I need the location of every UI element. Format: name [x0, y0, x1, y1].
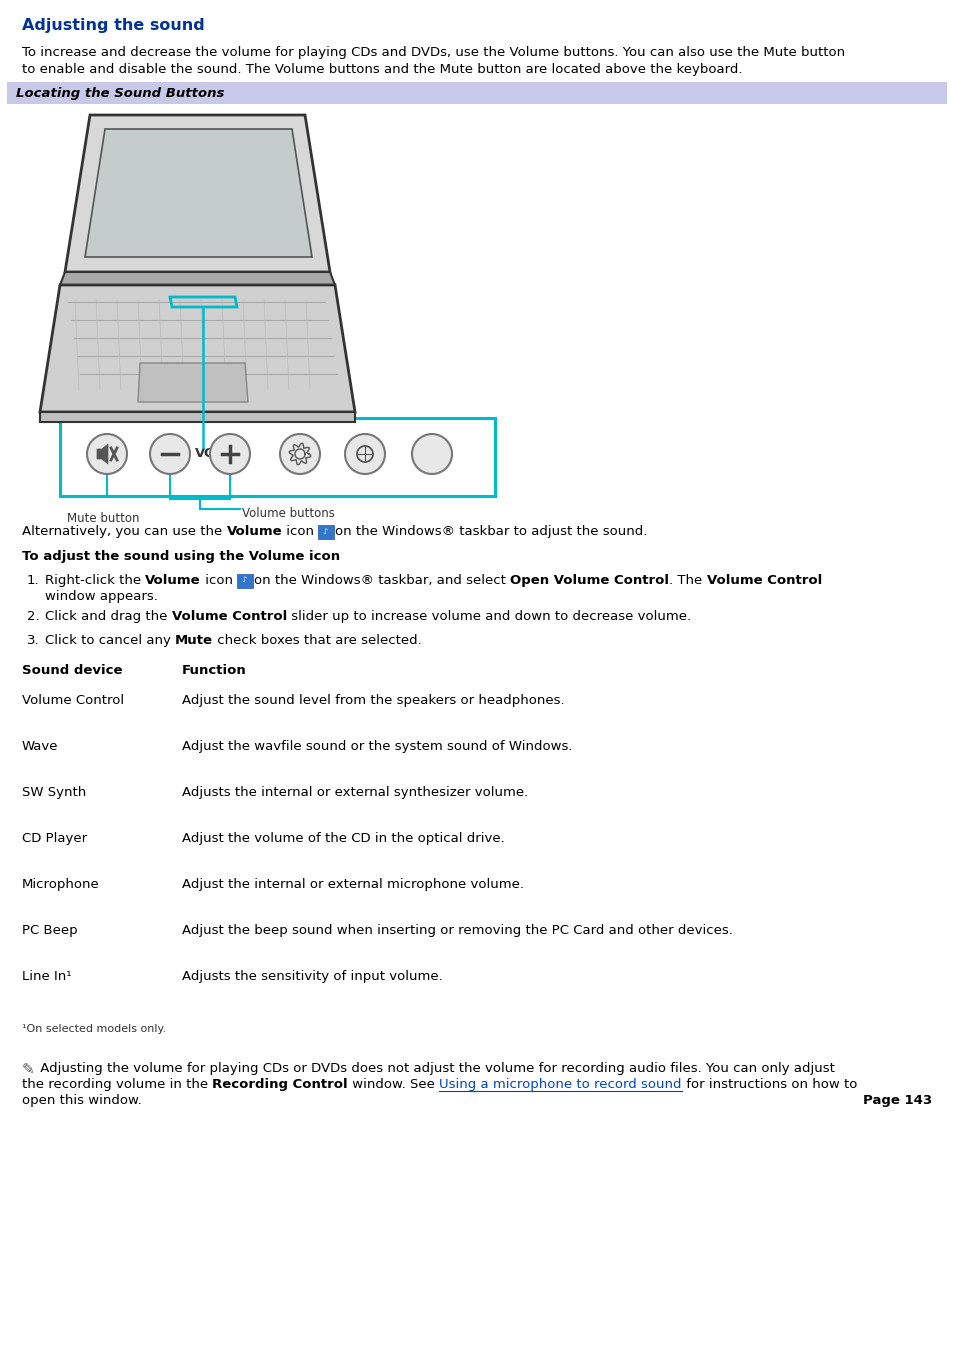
Text: icon: icon	[282, 526, 318, 538]
Text: icon: icon	[201, 574, 237, 586]
Text: Adjusts the internal or external synthesizer volume.: Adjusts the internal or external synthes…	[182, 786, 528, 798]
Polygon shape	[97, 444, 108, 463]
Text: Adjusting the sound: Adjusting the sound	[22, 18, 205, 32]
Text: Sound device: Sound device	[22, 663, 122, 677]
Text: check boxes that are selected.: check boxes that are selected.	[213, 634, 421, 647]
Text: on the Windows® taskbar, and select: on the Windows® taskbar, and select	[254, 574, 510, 586]
Circle shape	[345, 434, 385, 474]
Text: ¹On selected models only.: ¹On selected models only.	[22, 1024, 166, 1034]
Text: Page 143: Page 143	[862, 1094, 931, 1106]
Text: Locating the Sound Buttons: Locating the Sound Buttons	[16, 86, 224, 100]
Text: CD Player: CD Player	[22, 832, 87, 844]
Text: slider up to increase volume and down to decrease volume.: slider up to increase volume and down to…	[287, 611, 690, 623]
Text: Adjusts the sensitivity of input volume.: Adjusts the sensitivity of input volume.	[182, 970, 442, 984]
Text: PC Beep: PC Beep	[22, 924, 77, 938]
FancyBboxPatch shape	[317, 524, 334, 539]
Text: Adjust the sound level from the speakers or headphones.: Adjust the sound level from the speakers…	[182, 694, 564, 707]
Text: Recording Control: Recording Control	[213, 1078, 348, 1092]
Text: SW Synth: SW Synth	[22, 786, 86, 798]
Text: Mute button: Mute button	[67, 512, 139, 526]
Text: Mute: Mute	[175, 634, 213, 647]
Text: 3.: 3.	[27, 634, 40, 647]
Text: Function: Function	[182, 663, 247, 677]
Polygon shape	[60, 272, 335, 285]
Text: 2.: 2.	[27, 611, 40, 623]
Polygon shape	[138, 363, 248, 403]
Text: Click to cancel any: Click to cancel any	[45, 634, 175, 647]
Text: window. See: window. See	[348, 1078, 438, 1092]
Text: Microphone: Microphone	[22, 878, 100, 892]
Text: Adjust the wavfile sound or the system sound of Windows.: Adjust the wavfile sound or the system s…	[182, 740, 572, 753]
Text: Volume: Volume	[226, 526, 282, 538]
Text: open this window.: open this window.	[22, 1094, 142, 1106]
Circle shape	[412, 434, 452, 474]
Circle shape	[87, 434, 127, 474]
Circle shape	[280, 434, 319, 474]
Text: To increase and decrease the volume for playing CDs and DVDs, use the Volume but: To increase and decrease the volume for …	[22, 46, 844, 59]
Text: Adjusting the volume for playing CDs or DVDs does not adjust the volume for reco: Adjusting the volume for playing CDs or …	[36, 1062, 834, 1075]
Text: Volume Control: Volume Control	[706, 574, 821, 586]
Text: Volume: Volume	[145, 574, 201, 586]
Text: Volume Control: Volume Control	[172, 611, 287, 623]
Text: Adjust the volume of the CD in the optical drive.: Adjust the volume of the CD in the optic…	[182, 832, 504, 844]
Text: Volume buttons: Volume buttons	[242, 507, 335, 520]
Bar	[7, 82, 946, 104]
FancyBboxPatch shape	[60, 417, 495, 496]
Polygon shape	[85, 128, 312, 257]
Text: To adjust the sound using the Volume icon: To adjust the sound using the Volume ico…	[22, 550, 340, 563]
Circle shape	[210, 434, 250, 474]
Text: . The: . The	[669, 574, 706, 586]
Polygon shape	[40, 412, 355, 422]
Text: S1: S1	[423, 447, 440, 459]
Text: ✎: ✎	[22, 1062, 34, 1077]
Text: Open Volume Control: Open Volume Control	[510, 574, 669, 586]
FancyBboxPatch shape	[236, 574, 253, 588]
Text: to enable and disable the sound. The Volume buttons and the Mute button are loca: to enable and disable the sound. The Vol…	[22, 63, 741, 76]
Text: Line In¹: Line In¹	[22, 970, 71, 984]
Text: Click and drag the: Click and drag the	[45, 611, 172, 623]
Text: Using a microphone to record sound: Using a microphone to record sound	[438, 1078, 680, 1092]
Text: VOL: VOL	[194, 447, 225, 459]
Text: ♪: ♪	[322, 527, 328, 535]
Text: Alternatively, you can use the: Alternatively, you can use the	[22, 526, 226, 538]
Text: Adjust the internal or external microphone volume.: Adjust the internal or external micropho…	[182, 878, 523, 892]
Polygon shape	[40, 285, 355, 412]
Text: the recording volume in the: the recording volume in the	[22, 1078, 213, 1092]
Text: on the Windows® taskbar to adjust the sound.: on the Windows® taskbar to adjust the so…	[335, 526, 647, 538]
Polygon shape	[65, 115, 330, 272]
Text: Wave: Wave	[22, 740, 58, 753]
Text: for instructions on how to: for instructions on how to	[680, 1078, 856, 1092]
Text: ♪: ♪	[241, 576, 247, 585]
Text: Adjust the beep sound when inserting or removing the PC Card and other devices.: Adjust the beep sound when inserting or …	[182, 924, 732, 938]
Text: 1.: 1.	[27, 574, 40, 586]
Circle shape	[150, 434, 190, 474]
Text: Volume Control: Volume Control	[22, 694, 124, 707]
Text: window appears.: window appears.	[45, 590, 157, 603]
Text: Right-click the: Right-click the	[45, 574, 145, 586]
